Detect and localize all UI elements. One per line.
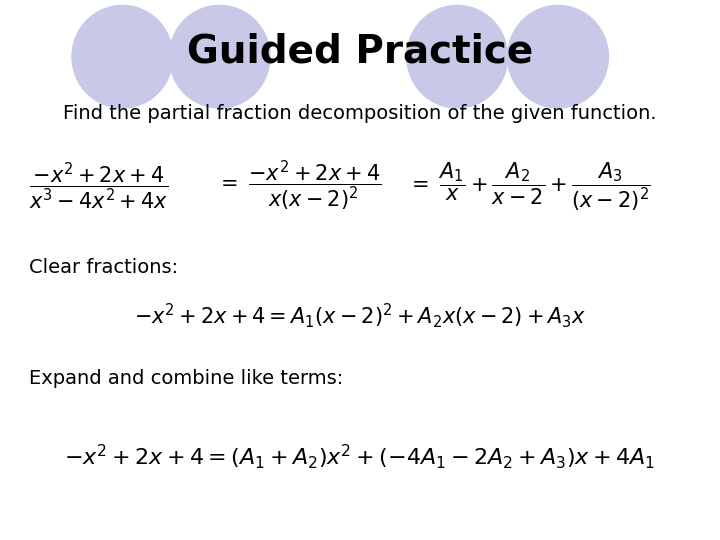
- Text: $\dfrac{-x^2+2x+4}{x^3-4x^2+4x}$: $\dfrac{-x^2+2x+4}{x^3-4x^2+4x}$: [29, 160, 168, 212]
- Text: $=\ \dfrac{A_1}{x}+\dfrac{A_2}{x-2}+\dfrac{A_3}{(x-2)^2}$: $=\ \dfrac{A_1}{x}+\dfrac{A_2}{x-2}+\dfr…: [407, 160, 651, 213]
- Text: Clear fractions:: Clear fractions:: [29, 258, 178, 277]
- Ellipse shape: [407, 5, 508, 108]
- Ellipse shape: [169, 5, 270, 108]
- Ellipse shape: [72, 5, 173, 108]
- Text: $=\ \dfrac{-x^2+2x+4}{x(x-2)^2}$: $=\ \dfrac{-x^2+2x+4}{x(x-2)^2}$: [216, 159, 382, 213]
- Text: Find the partial fraction decomposition of the given function.: Find the partial fraction decomposition …: [63, 104, 657, 123]
- Ellipse shape: [508, 5, 608, 108]
- Text: Expand and combine like terms:: Expand and combine like terms:: [29, 368, 343, 388]
- Text: $-x^2+2x+4 = (A_1+A_2)x^2+(-4A_1-2A_2+A_3)x+4A_1$: $-x^2+2x+4 = (A_1+A_2)x^2+(-4A_1-2A_2+A_…: [64, 442, 656, 471]
- Text: $-x^2+2x+4 = A_1(x-2)^2 + A_2x(x-2)+ A_3x$: $-x^2+2x+4 = A_1(x-2)^2 + A_2x(x-2)+ A_3…: [134, 301, 586, 330]
- Text: Guided Practice: Guided Practice: [187, 32, 533, 70]
